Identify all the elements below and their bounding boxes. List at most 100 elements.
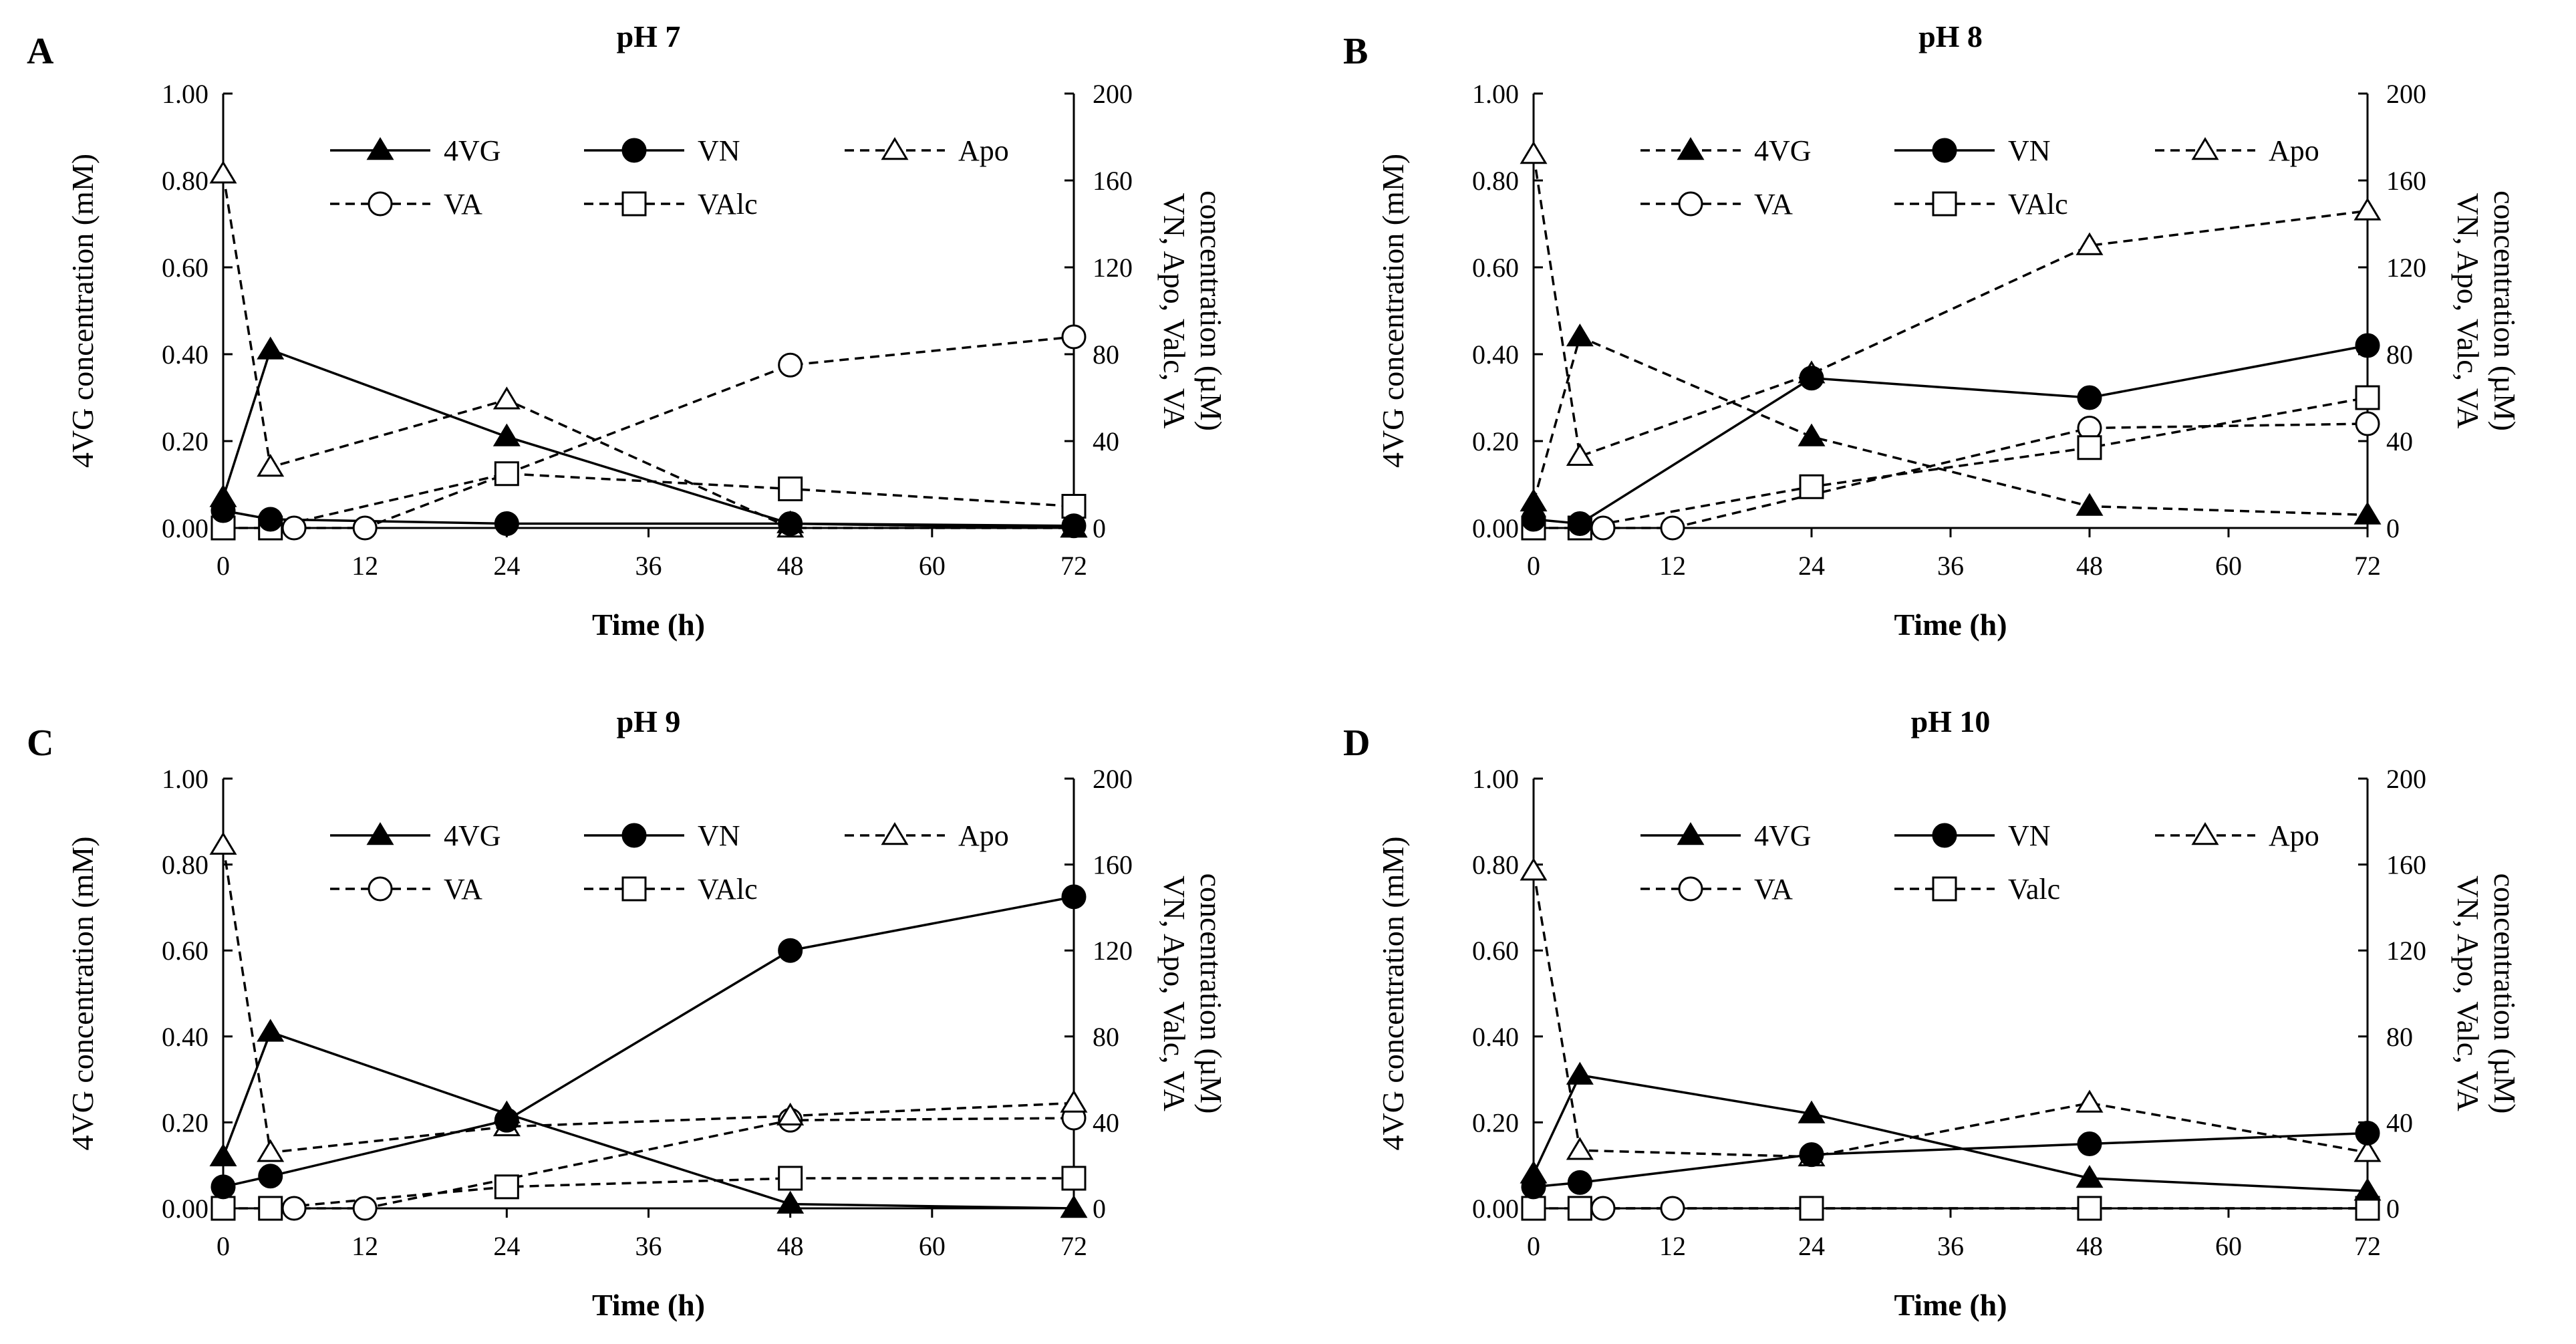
data-point-4vg <box>2076 493 2104 516</box>
data-point-4vg <box>492 1100 521 1123</box>
legend-marker-4vg <box>1677 137 1705 160</box>
x-tick-label: 12 <box>1659 1231 1686 1261</box>
data-point-apo <box>209 831 237 855</box>
data-point-valc <box>1799 1196 1824 1221</box>
data-point-4vg <box>209 1143 237 1167</box>
x-tick-label: 72 <box>2354 1231 2381 1261</box>
data-point-vn <box>258 1164 283 1189</box>
data-point-vn <box>2077 385 2102 410</box>
x-tick-label: 60 <box>2215 551 2242 581</box>
data-point-4vg <box>257 336 285 360</box>
legend-marker-apo <box>2191 137 2219 160</box>
x-tick-label: 12 <box>351 551 378 581</box>
y-tick-label: 0.60 <box>162 936 208 966</box>
data-point-vn <box>2355 333 2380 358</box>
legend: 4VG VN Apo VA VAlc <box>330 134 1009 221</box>
y2-tick-label: 80 <box>1093 1022 1119 1052</box>
data-point-apo <box>1566 1137 1594 1160</box>
legend: 4VG VN Apo VA Valc <box>1640 819 2319 906</box>
legend-marker-vn <box>1932 138 1957 163</box>
data-point-apo <box>2353 1139 2382 1162</box>
series-line-apo <box>222 173 1074 529</box>
y-tick-label: 0.80 <box>1472 850 1519 880</box>
y-tick-label: 0.00 <box>1472 513 1519 543</box>
data-point-vn <box>210 1174 236 1200</box>
legend-marker-apo <box>881 822 909 845</box>
x-tick-label: 12 <box>351 1231 378 1261</box>
x-tick-label: 72 <box>1060 1231 1087 1261</box>
y2-tick-label: 80 <box>1093 340 1119 370</box>
legend-marker-va <box>1678 191 1703 217</box>
legend-marker-4vg <box>1677 822 1705 845</box>
y2-tick-label: 160 <box>2386 166 2426 196</box>
legend-marker-vn <box>621 138 647 163</box>
left-axis-label: 4VG concentration (mM) <box>65 154 100 468</box>
x-tick-label: 48 <box>777 1231 804 1261</box>
left-axis-label: 4VG concentration (mM) <box>1376 154 1410 468</box>
x-tick-label: 36 <box>1937 551 1964 581</box>
x-tick-label: 48 <box>2076 551 2103 581</box>
right-axis-label-line1: VN, Apo, Valc, VA <box>1157 876 1191 1111</box>
x-tick-label: 36 <box>635 551 662 581</box>
x-axis-label: Time (h) <box>1894 1288 2007 1322</box>
data-point-vn <box>258 507 283 532</box>
data-point-apo <box>2076 232 2104 255</box>
data-point-4vg <box>492 423 521 446</box>
data-point-apo <box>1520 141 1548 164</box>
data-point-4vg <box>209 484 237 507</box>
data-point-apo <box>1060 1089 1088 1113</box>
series-group <box>209 831 1088 1221</box>
y-tick-label: 0.60 <box>1472 936 1519 966</box>
x-tick-label: 48 <box>777 551 804 581</box>
legend-marker-valc <box>1932 191 1957 217</box>
data-point-va <box>281 1196 307 1221</box>
y2-tick-label: 160 <box>1093 850 1133 880</box>
legend: 4VG VN Apo VA VAlc <box>330 819 1009 906</box>
data-point-vn <box>2355 1120 2380 1146</box>
data-point-va <box>1660 1196 1685 1221</box>
data-point-valc <box>210 1196 236 1221</box>
y2-tick-label: 40 <box>1093 1107 1119 1137</box>
series-line-4vg <box>1532 335 2368 517</box>
y-tick-label: 1.00 <box>162 764 208 794</box>
data-point-vn <box>1061 884 1087 910</box>
y2-tick-label: 0 <box>2386 1194 2400 1224</box>
data-point-va <box>2355 411 2380 436</box>
data-point-apo <box>209 160 237 184</box>
data-point-apo <box>2353 197 2382 221</box>
series-line-valc <box>223 1177 1074 1210</box>
data-point-vn <box>778 938 803 963</box>
right-axis-label-line2: concentration (µM) <box>1194 873 1228 1114</box>
x-tick-label: 24 <box>493 551 520 581</box>
data-point-va <box>352 1196 378 1221</box>
y-tick-label: 0.00 <box>162 1194 208 1224</box>
legend-label: VA <box>1754 873 1793 906</box>
x-tick-label: 60 <box>919 1231 946 1261</box>
series-group <box>1520 857 2382 1221</box>
series-line-apo <box>1532 154 2368 458</box>
data-point-valc <box>2077 435 2102 460</box>
legend-label: VAlc <box>698 188 758 221</box>
y2-tick-label: 80 <box>2386 340 2413 370</box>
data-point-va <box>1660 515 1685 541</box>
y-tick-label: 0.20 <box>1472 426 1519 456</box>
data-point-apo <box>776 1102 805 1126</box>
data-point-apo <box>2076 1089 2104 1113</box>
y-tick-label: 0.20 <box>1472 1107 1519 1137</box>
legend-marker-va <box>368 876 393 902</box>
y-tick-label: 0.80 <box>162 850 208 880</box>
data-point-va <box>352 515 378 541</box>
legend-label: 4VG <box>1754 134 1812 167</box>
y-tick-label: 0.40 <box>162 340 208 370</box>
y2-tick-label: 0 <box>2386 513 2400 543</box>
y-tick-label: 0.40 <box>1472 1022 1519 1052</box>
data-point-4vg <box>1798 1100 1826 1123</box>
y-tick-label: 1.00 <box>1472 764 1519 794</box>
legend-label: VAlc <box>2008 188 2068 221</box>
legend-label: 4VG <box>444 819 501 852</box>
data-point-apo <box>1520 857 1548 881</box>
y-tick-label: 0.60 <box>162 253 208 283</box>
legend: 4VG VN Apo VA VAlc <box>1640 134 2319 221</box>
